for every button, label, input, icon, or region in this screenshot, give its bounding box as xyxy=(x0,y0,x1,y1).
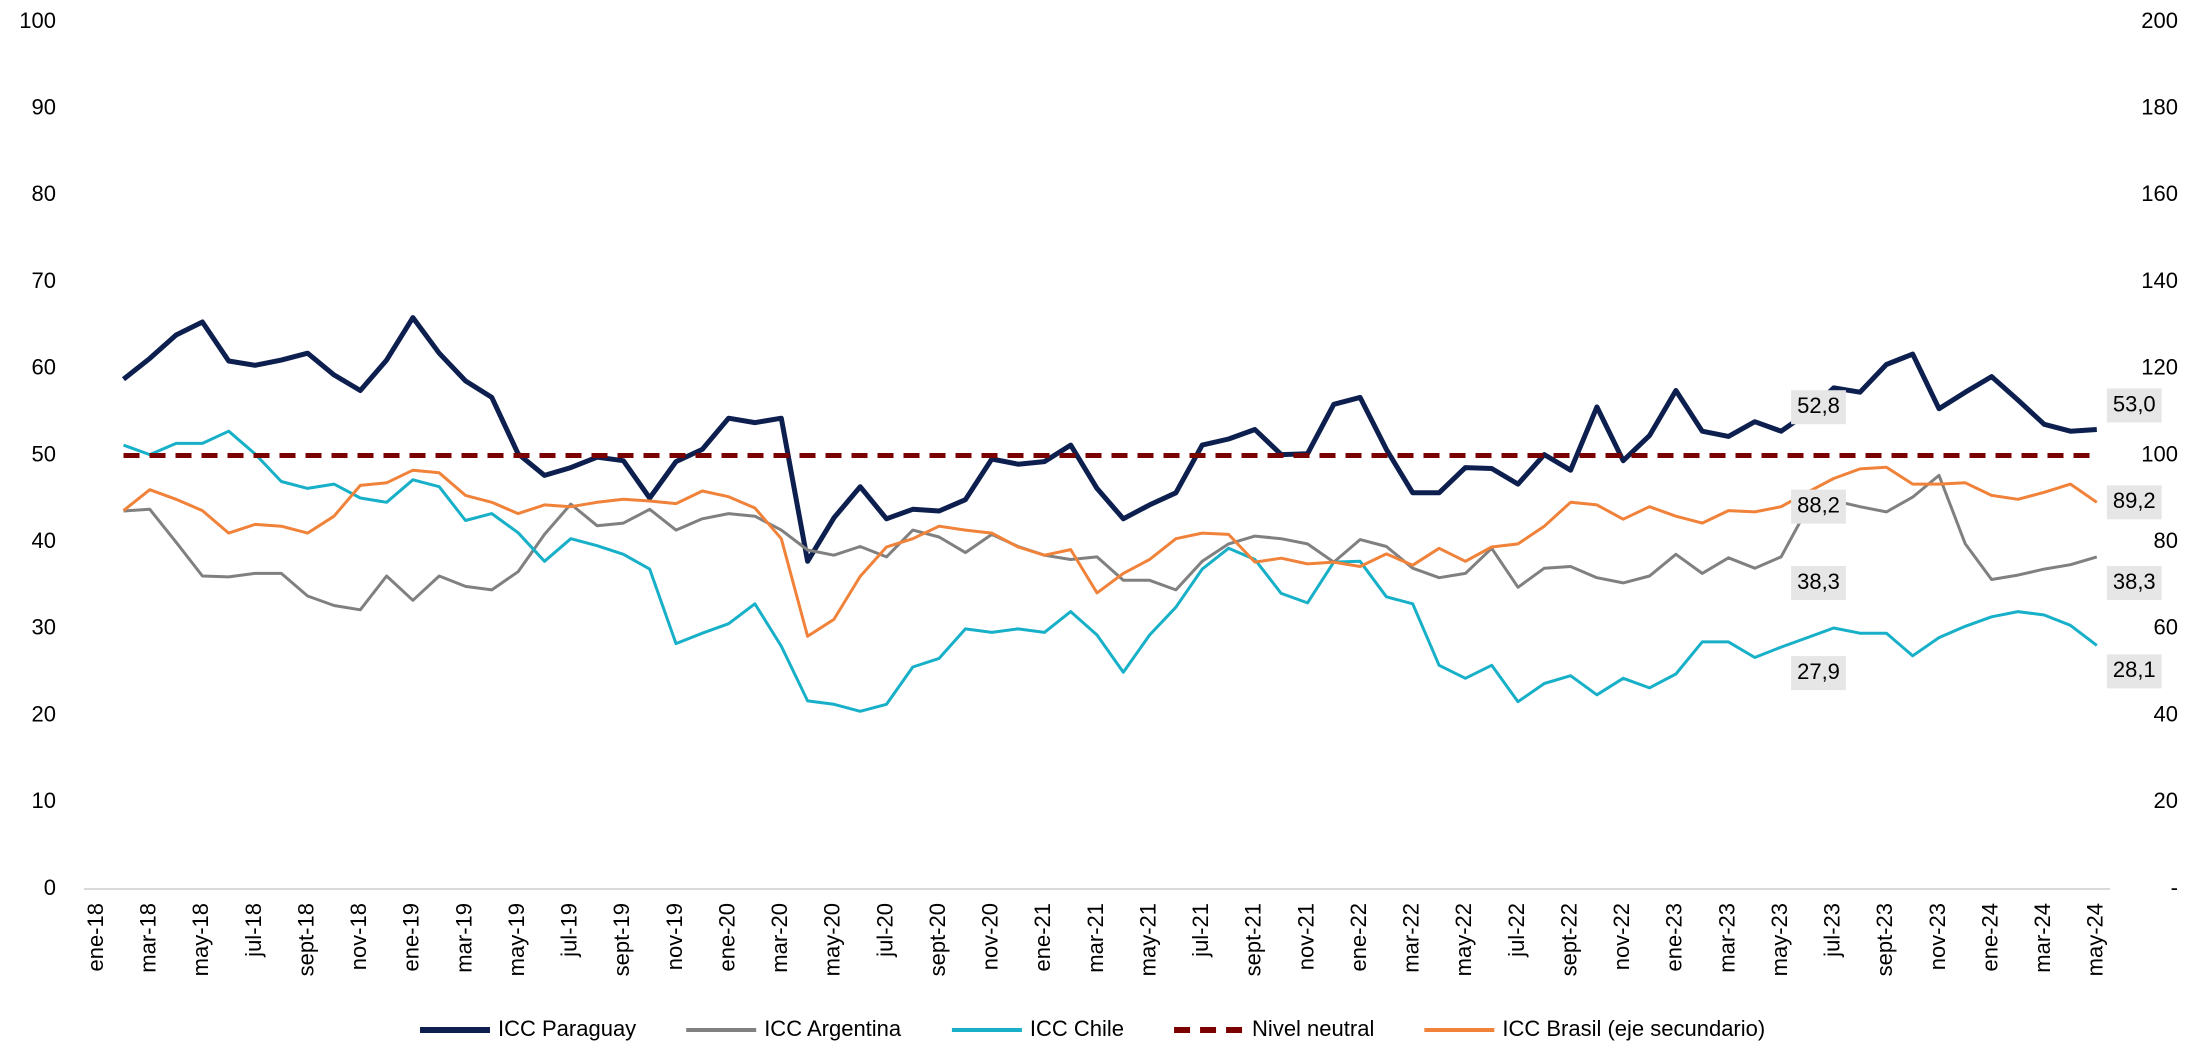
value-label-box xyxy=(1791,489,1846,524)
y2-tick-label: 60 xyxy=(2154,615,2178,640)
x-tick-label: mar-18 xyxy=(136,903,161,973)
y-tick-label: 50 xyxy=(32,441,56,466)
x-tick-label: nov-20 xyxy=(978,903,1003,970)
y-tick-label: 30 xyxy=(32,615,56,640)
x-tick-label: mar-19 xyxy=(451,903,476,973)
y2-tick-label: 180 xyxy=(2141,95,2178,120)
x-tick-label: mar-24 xyxy=(2030,903,2055,973)
x-tick-label: jul-22 xyxy=(1504,903,1529,958)
value-label: 38,3 xyxy=(2113,569,2156,594)
y-tick-label: 10 xyxy=(32,788,56,813)
legend: ICC Paraguay ICC Argentina ICC Chile Nivel … xyxy=(420,1016,1765,1041)
x-tick-label: ene-19 xyxy=(399,903,424,972)
value-label: 38,3 xyxy=(1797,569,1840,594)
y-tick-label: 0 xyxy=(44,875,56,900)
value-label-box xyxy=(2106,654,2162,689)
x-tick-label: may-24 xyxy=(2083,903,2108,976)
series-line xyxy=(121,315,2097,564)
x-tick-label: may-23 xyxy=(1767,903,1792,976)
x-tick-label: mar-20 xyxy=(767,903,792,973)
x-tick-label: ene-22 xyxy=(1346,903,1371,972)
series-line xyxy=(122,465,2098,638)
y2-tick-label: 20 xyxy=(2154,788,2178,813)
x-tick-label: jul-21 xyxy=(1188,903,1213,958)
value-label: 89,2 xyxy=(2113,488,2156,513)
x-tick-label: ene-18 xyxy=(83,903,108,972)
value-label-box xyxy=(1791,565,1846,600)
y-tick-label: 100 xyxy=(19,8,56,33)
legend-label: ICC Argentina xyxy=(764,1016,902,1041)
x-tick-label: nov-23 xyxy=(1925,903,1950,970)
x-tick-label: sept-21 xyxy=(1241,903,1266,976)
value-label-box xyxy=(1791,656,1846,691)
x-tick-label: sept-19 xyxy=(609,903,634,976)
value-label: 52,8 xyxy=(1797,393,1840,418)
x-tick-label: nov-21 xyxy=(1293,903,1318,970)
x-tick-label: jul-20 xyxy=(872,903,897,958)
y-tick-label: 20 xyxy=(32,701,56,726)
x-tick-label: nov-19 xyxy=(662,903,687,970)
x-tick-label: nov-22 xyxy=(1609,903,1634,970)
x-tick-label: may-22 xyxy=(1451,903,1476,976)
value-label: 53,0 xyxy=(2113,391,2156,416)
y2-tick-label: 100 xyxy=(2141,441,2178,466)
x-tick-label: jul-23 xyxy=(1820,903,1845,958)
y2-tick-label: 160 xyxy=(2141,181,2178,206)
y2-tick-label: 80 xyxy=(2154,528,2178,553)
x-tick-label: ene-21 xyxy=(1030,903,1055,972)
y-tick-label: 40 xyxy=(32,528,56,553)
x-tick-label: mar-21 xyxy=(1083,903,1108,973)
x-tick-label: mar-23 xyxy=(1714,903,1739,973)
x-tick-label: may-19 xyxy=(504,903,529,976)
value-label: 28,1 xyxy=(2113,657,2156,682)
series-line xyxy=(123,473,2098,612)
y-tick-label: 80 xyxy=(32,181,56,206)
value-label-box xyxy=(2106,388,2162,423)
x-tick-label: sept-23 xyxy=(1872,903,1897,976)
value-label: 88,2 xyxy=(1797,492,1840,517)
legend-label: ICC Chile xyxy=(1030,1016,1124,1041)
x-tick-label: may-18 xyxy=(188,903,213,976)
x-tick-label: sept-18 xyxy=(293,903,318,976)
x-tick-label: may-20 xyxy=(820,903,845,976)
legend-label: Nivel neutral xyxy=(1252,1016,1374,1041)
x-tick-label: sept-22 xyxy=(1556,903,1581,976)
x-tick-label: sept-20 xyxy=(925,903,950,976)
value-label-box xyxy=(1791,390,1846,425)
y-tick-label: 60 xyxy=(32,355,56,380)
y2-tick-label: 40 xyxy=(2154,701,2178,726)
x-tick-label: jul-19 xyxy=(557,903,582,958)
y-tick-label: 90 xyxy=(32,95,56,120)
legend-label: ICC Paraguay xyxy=(498,1016,636,1041)
x-tick-label: ene-24 xyxy=(1977,903,2002,972)
legend-label: ICC Brasil (eje secundario) xyxy=(1502,1016,1765,1041)
y2-tick-label: 200 xyxy=(2141,8,2178,33)
x-tick-label: ene-20 xyxy=(714,903,739,972)
x-tick-label: ene-23 xyxy=(1662,903,1687,972)
y2-tick-label: - xyxy=(2171,875,2178,900)
value-label-box xyxy=(2106,565,2162,600)
x-tick-label: jul-18 xyxy=(241,903,266,958)
y2-tick-label: 120 xyxy=(2141,355,2178,380)
x-tick-label: nov-18 xyxy=(346,903,371,970)
value-label: 27,9 xyxy=(1797,659,1840,684)
y-tick-label: 70 xyxy=(32,268,56,293)
y2-tick-label: 140 xyxy=(2141,268,2178,293)
x-tick-label: may-21 xyxy=(1135,903,1160,976)
value-label-box xyxy=(2106,485,2162,520)
x-tick-label: mar-22 xyxy=(1399,903,1424,973)
series-line xyxy=(122,429,2098,713)
